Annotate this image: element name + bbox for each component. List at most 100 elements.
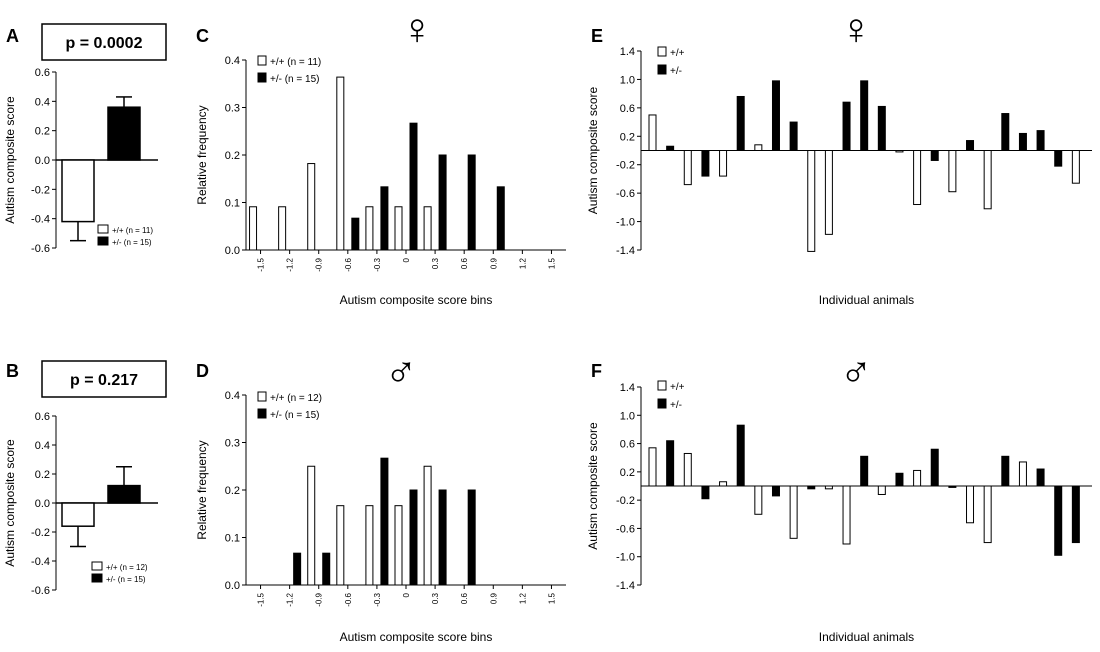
x-tick-label: 0	[402, 592, 411, 597]
y-tick-label: 0.0	[35, 498, 50, 510]
y-tick-label: -1.0	[616, 217, 635, 229]
x-tick-label: -0.3	[373, 592, 382, 606]
panel-label-e: E	[591, 26, 603, 46]
y-tick-label: -1.4	[616, 580, 635, 592]
bar-het	[736, 95, 745, 152]
y-tick-label: -0.2	[31, 527, 50, 539]
bar-het	[666, 440, 675, 487]
bar-het	[930, 448, 939, 487]
bar-wt	[913, 469, 922, 487]
bar-het	[877, 105, 886, 151]
female-symbol-icon: ♀	[401, 5, 434, 54]
y-tick-label: 0.0	[225, 580, 240, 592]
x-tick-label: 1.5	[547, 257, 556, 269]
legend-label: +/+ (n = 11)	[270, 57, 321, 68]
bar-het	[701, 150, 710, 177]
x-tick-label: -0.9	[315, 257, 324, 271]
female-symbol-icon: ♀	[840, 5, 873, 54]
bar-wt	[966, 485, 975, 524]
bar-het	[438, 154, 447, 251]
x-axis-label: Individual animals	[819, 293, 914, 307]
x-axis-label: Autism composite score bins	[340, 293, 493, 307]
y-tick-label: 0.6	[35, 411, 50, 423]
y-tick-label: 1.0	[620, 74, 635, 86]
bar-het	[771, 485, 780, 497]
x-tick-label: 0.9	[489, 257, 498, 269]
bar-wt	[807, 150, 816, 252]
y-tick-label: 0.2	[620, 131, 635, 143]
bar-wt	[307, 465, 316, 586]
bar-wt	[824, 485, 833, 490]
bar-het	[409, 489, 418, 586]
pvalue-a: p = 0.0002	[66, 35, 143, 52]
y-tick-label: -0.6	[616, 523, 635, 535]
chart-b: 0.6 0.4 0.2 0.0 -0.2 -0.4 -0.6 +/+ (n = 12) +/- …	[3, 411, 158, 597]
y-tick-label: 0.4	[225, 390, 240, 402]
y-tick-label: 0.1	[225, 533, 240, 545]
bar-wt	[61, 159, 95, 223]
legend-label: +/+	[670, 382, 685, 393]
bar-wt	[913, 150, 922, 206]
legend-swatch	[91, 561, 103, 571]
bar-wt	[394, 206, 403, 251]
y-tick-label: -1.4	[616, 245, 635, 257]
x-tick-label: 0.6	[460, 257, 469, 269]
bar-het	[351, 217, 360, 251]
bar-het	[966, 140, 975, 152]
bar-het	[666, 145, 675, 152]
y-tick-label: 0.6	[35, 67, 50, 79]
bar-het	[1036, 130, 1045, 152]
legend-swatch	[657, 46, 667, 57]
bar-het	[948, 485, 957, 488]
bar-het	[322, 552, 331, 586]
legend-label: +/- (n = 15)	[270, 410, 319, 421]
bar-wt	[423, 465, 432, 586]
bar-wt	[824, 150, 833, 235]
y-tick-label: -0.6	[31, 243, 50, 255]
legend-label: +/+ (n = 11)	[112, 226, 153, 235]
bar-het	[842, 101, 851, 151]
bar-het	[860, 80, 869, 151]
bar-wt	[336, 505, 345, 586]
bar-het	[1071, 485, 1080, 544]
bar-wt	[61, 502, 95, 527]
y-tick-label: 0.0	[225, 245, 240, 257]
x-tick-label: 0.9	[489, 592, 498, 604]
x-tick-label: 0.6	[460, 592, 469, 604]
x-tick-label: -1.2	[286, 257, 295, 271]
legend-swatch	[657, 64, 667, 75]
chart-d: 0.0 0.1 0.2 0.3 0.4 -1.5 -1.2 -0.9 -0.6 -0.3 0 0.3 0…	[195, 390, 566, 644]
y-tick-label: -1.0	[616, 552, 635, 564]
bar-wt	[336, 76, 345, 251]
bar-wt	[719, 150, 728, 177]
bar-het	[860, 455, 869, 487]
bar-wt	[754, 485, 763, 515]
bar-het	[895, 472, 904, 487]
x-tick-label: 0.3	[431, 592, 440, 604]
x-tick-label: 0	[402, 257, 411, 262]
legend-label: +/- (n = 15)	[270, 74, 319, 85]
x-tick-label: 0.3	[431, 257, 440, 269]
bar-het	[380, 186, 389, 251]
y-tick-label: 0.4	[225, 55, 240, 67]
bar-het	[1018, 132, 1027, 151]
y-tick-label: -0.2	[616, 160, 635, 172]
legend-label: +/+	[670, 48, 685, 59]
legend-label: +/- (n = 15)	[112, 238, 152, 247]
y-axis-label: Relative frequency	[195, 105, 209, 204]
legend-swatch	[657, 398, 667, 409]
y-tick-label: 1.0	[620, 410, 635, 422]
x-tick-label: -1.5	[257, 592, 266, 606]
x-tick-label: -1.5	[257, 257, 266, 271]
panel-label-f: F	[591, 361, 602, 381]
y-axis-label: Autism composite score	[586, 422, 600, 550]
chart-a: 0.6 0.4 0.2 0.0 -0.2 -0.4 -0.6 +/+ (n = 11) +/- …	[3, 67, 158, 255]
panel-label-d: D	[196, 361, 209, 381]
y-tick-label: -0.2	[616, 495, 635, 507]
y-axis-label: Autism composite score	[586, 86, 600, 214]
bar-wt	[719, 481, 728, 487]
x-tick-label: -1.2	[286, 592, 295, 606]
y-tick-label: -0.4	[31, 556, 50, 568]
bar-het	[807, 485, 816, 490]
x-tick-label: -0.3	[373, 257, 382, 271]
